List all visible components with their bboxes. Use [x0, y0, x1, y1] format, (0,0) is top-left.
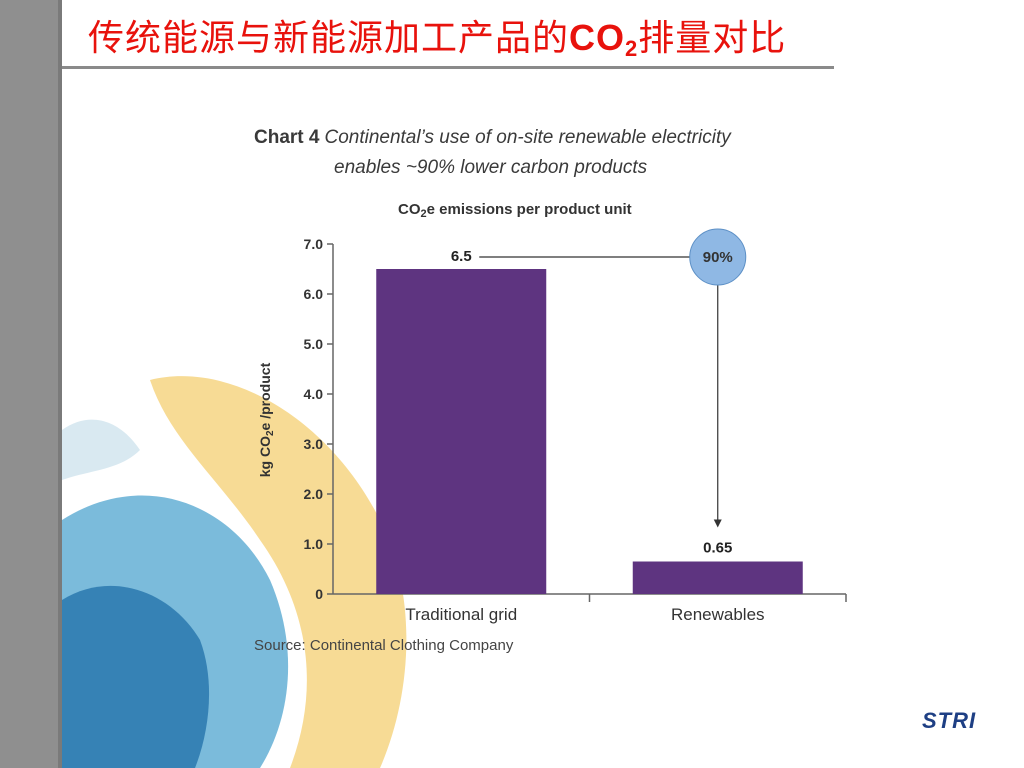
chart-heading-label: Chart 4	[254, 127, 320, 148]
y-tick-label: 7.0	[304, 236, 324, 252]
slide-title-suffix: 排量对比	[638, 18, 787, 59]
y-tick-label: 2.0	[304, 486, 324, 502]
chart-subtitle-post: e emissions per product unit	[427, 201, 632, 218]
y-tick-label: 4.0	[304, 386, 324, 402]
chart-heading-line1: Continental’s use of on-site renewable e…	[324, 127, 732, 148]
annotation-circle	[689, 228, 747, 286]
chart-heading-line2: enables ~90% lower carbon products	[334, 157, 648, 178]
y-tick-label: 3.0	[304, 436, 324, 452]
slide-title-formula-text: CO	[569, 17, 626, 58]
annotation-arrowhead	[713, 519, 722, 528]
y-tick-label: 0	[315, 586, 323, 602]
chart-subtitle-sub: 2	[421, 208, 427, 220]
y-tick-label: 1.0	[304, 536, 324, 552]
title-rule	[62, 66, 834, 69]
x-tick-label: Traditional grid	[405, 605, 517, 624]
slide-title-prefix: 传统能源与新能源加工产品的	[88, 18, 570, 59]
chart-subtitle: CO2e emissions per product unit	[398, 201, 632, 220]
y-tick-label: 6.0	[304, 286, 324, 302]
y-tick-label: 5.0	[304, 336, 324, 352]
y-axis-label-post: e /product	[257, 362, 273, 430]
y-axis-label-sub: 2	[265, 430, 276, 436]
chart-heading: Chart 4 Continental’s use of on-site rene…	[254, 127, 732, 148]
chart-subtitle-pre: CO	[398, 201, 421, 218]
chart-source: Source: Continental Clothing Company	[254, 637, 514, 654]
slide-title-formula-sub: 2	[625, 36, 639, 61]
bar	[376, 269, 547, 594]
bar-value-label: 0.65	[703, 540, 732, 557]
stri-logo: STRI	[922, 708, 977, 733]
x-tick-label: Renewables	[671, 605, 765, 624]
slide-title: 传统能源与新能源加工产品的CO2排量对比	[88, 14, 786, 73]
annotation-label: 90%	[703, 249, 733, 266]
bar-value-label: 6.5	[451, 248, 472, 265]
slide-title-formula: CO2	[569, 17, 639, 61]
y-axis-label: kg CO2e /product	[257, 362, 276, 477]
y-axis-label-pre: kg CO	[257, 436, 273, 477]
side-bar	[0, 0, 62, 768]
bar	[632, 561, 803, 594]
